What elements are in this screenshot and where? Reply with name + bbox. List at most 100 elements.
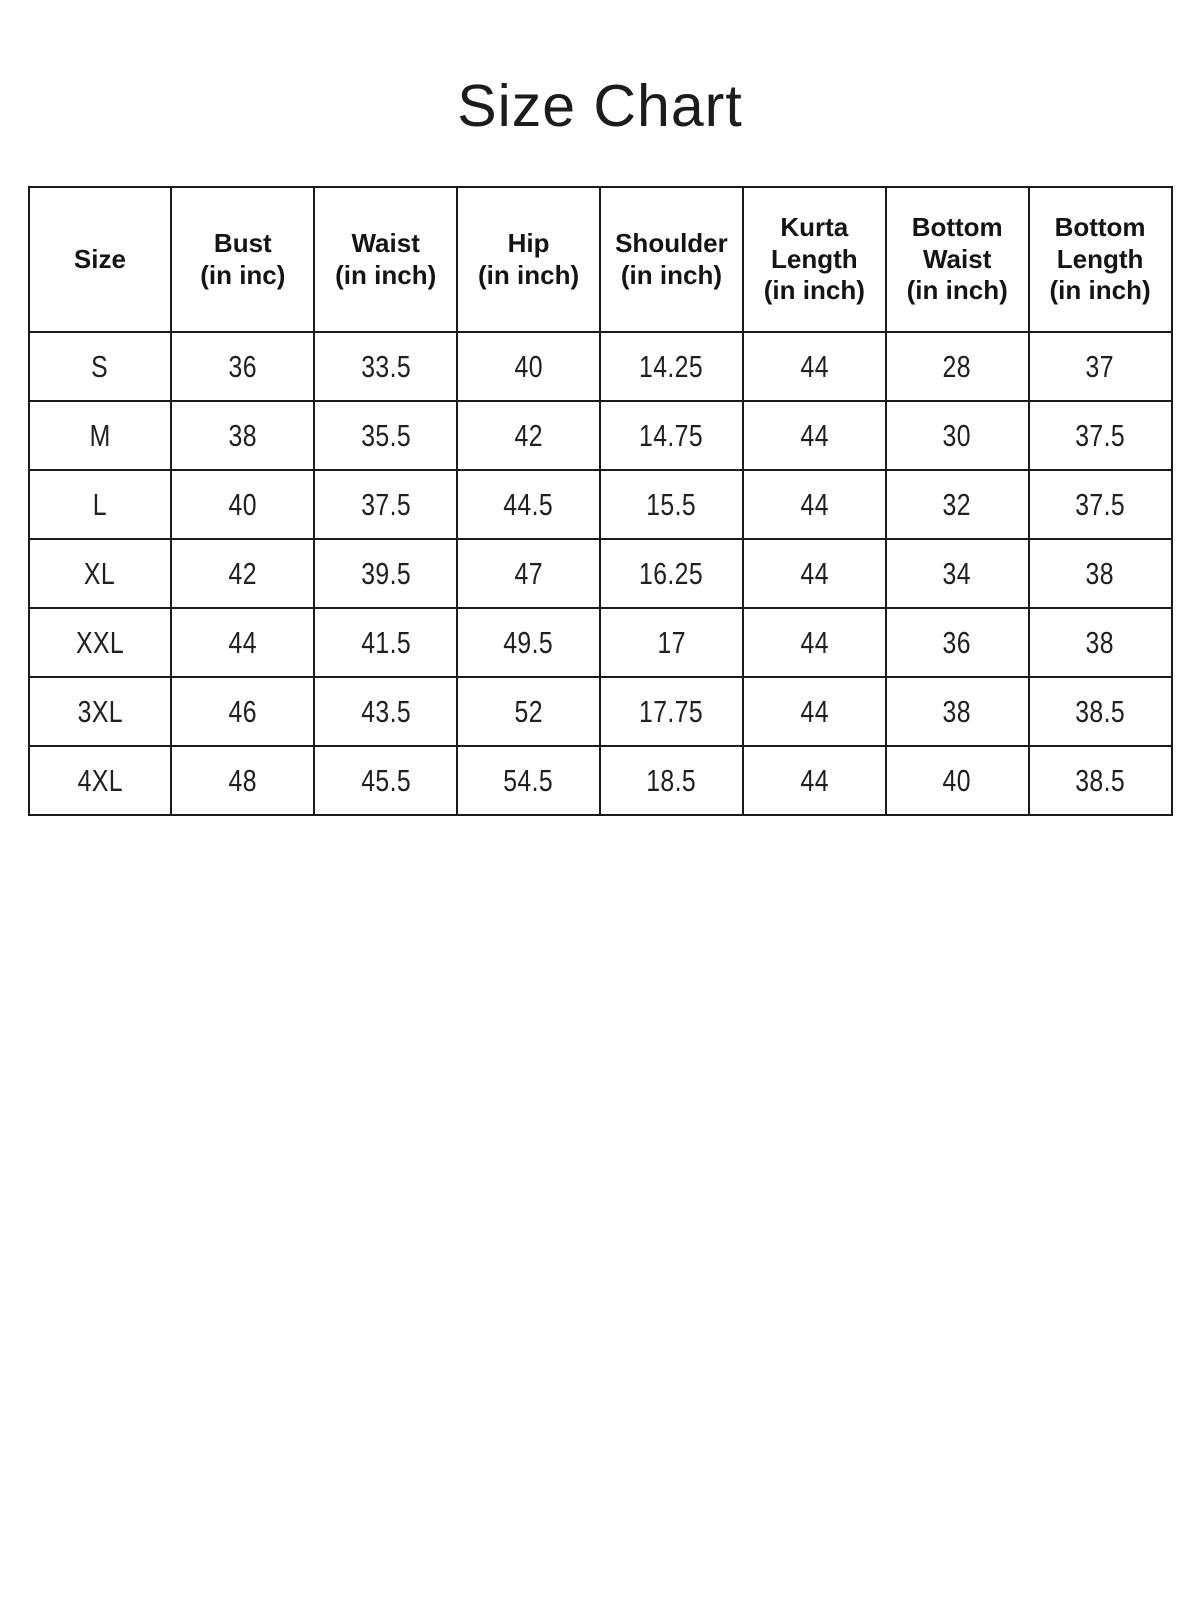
cell-text: 16.25	[639, 555, 704, 591]
value-cell-kurta-length: 44	[741, 331, 887, 402]
cell-text: 44	[800, 417, 829, 453]
cell-text: 48	[228, 762, 257, 798]
column-header-hip: Hip (in inch)	[456, 186, 601, 333]
cell-text: M	[89, 417, 111, 453]
cell-text: 42	[514, 417, 543, 453]
cell-text: 38.5	[1075, 693, 1125, 729]
cell-text: 37.5	[1075, 486, 1125, 522]
cell-text: 3XL	[77, 693, 123, 729]
value-cell-kurta-length: 44	[741, 400, 887, 471]
cell-text: 44.5	[503, 486, 554, 522]
value-cell-hip: 42	[456, 400, 601, 471]
table-row-m: M 38 35.5 42 14.75 44 30 37.5	[27, 400, 1173, 471]
value-cell-bust: 48	[170, 745, 316, 816]
cell-text: 32	[942, 486, 972, 522]
cell-text: 14.75	[639, 417, 704, 453]
value-cell-waist: 45.5	[313, 745, 459, 816]
cell-text: 41.5	[360, 624, 411, 660]
cell-text: 37.5	[1075, 417, 1125, 453]
size-cell: XXL	[27, 607, 173, 678]
value-cell-shoulder: 14.25	[599, 331, 744, 402]
cell-text: 28	[942, 348, 972, 384]
value-cell-waist: 43.5	[313, 676, 459, 747]
value-cell-waist: 41.5	[313, 607, 459, 678]
cell-text: 38	[228, 417, 257, 453]
value-cell-bottom-waist: 36	[884, 607, 1030, 678]
cell-text: 44	[800, 624, 829, 660]
value-cell-kurta-length: 44	[741, 745, 887, 816]
column-header-bottom-waist: Bottom Waist (in inch)	[884, 186, 1030, 333]
size-chart-table: Size Bust (in inc) Waist (in inch) Hip (in …	[27, 186, 1173, 816]
value-cell-shoulder: 16.25	[599, 538, 744, 609]
table-row-xxl: XXL 44 41.5 49.5 17 44 36 38	[27, 607, 1173, 678]
cell-text: 44	[800, 555, 829, 591]
cell-text: 40	[942, 762, 972, 798]
value-cell-waist: 39.5	[313, 538, 459, 609]
value-cell-bottom-length: 38	[1027, 607, 1173, 678]
value-cell-bottom-waist: 28	[884, 331, 1030, 402]
value-cell-bust: 36	[170, 331, 316, 402]
table-row-4xl: 4XL 48 45.5 54.5 18.5 44 40 38.5	[27, 745, 1173, 816]
cell-text: S	[91, 348, 109, 384]
value-cell-bottom-waist: 32	[884, 469, 1030, 540]
value-cell-shoulder: 14.75	[599, 400, 744, 471]
cell-text: L	[92, 486, 108, 522]
value-cell-hip: 54.5	[456, 745, 601, 816]
cell-text: 38	[942, 693, 972, 729]
cell-text: 39.5	[360, 555, 411, 591]
cell-text: 36	[228, 348, 257, 384]
cell-text: 4XL	[77, 762, 123, 798]
value-cell-bottom-length: 38	[1027, 538, 1173, 609]
cell-text: 47	[514, 555, 543, 591]
size-cell: L	[27, 469, 173, 540]
value-cell-bottom-waist: 34	[884, 538, 1030, 609]
cell-text: 46	[228, 693, 257, 729]
cell-text: 40	[228, 486, 257, 522]
value-cell-bust: 40	[170, 469, 316, 540]
cell-text: 14.25	[639, 348, 704, 384]
value-cell-kurta-length: 44	[741, 676, 887, 747]
value-cell-bottom-length: 38.5	[1027, 676, 1173, 747]
size-cell: XL	[27, 538, 173, 609]
cell-text: 43.5	[360, 693, 411, 729]
column-header-shoulder: Shoulder (in inch)	[599, 186, 744, 333]
header-row: Size Bust (in inc) Waist (in inch) Hip (in …	[27, 186, 1173, 333]
cell-text: 38	[1085, 555, 1115, 591]
cell-text: 38	[1085, 624, 1115, 660]
cell-text: 30	[942, 417, 972, 453]
page-title: Size Chart	[457, 73, 743, 139]
value-cell-waist: 33.5	[313, 331, 459, 402]
column-header-kurta-length: Kurta Length (in inch)	[741, 186, 887, 333]
value-cell-shoulder: 18.5	[599, 745, 744, 816]
value-cell-waist: 35.5	[313, 400, 459, 471]
column-header-size: Size	[27, 186, 173, 333]
value-cell-bottom-waist: 40	[884, 745, 1030, 816]
cell-text: 44	[800, 762, 829, 798]
table-body: S 36 33.5 40 14.25 44 28 37 M 38 35.5 42 14.75 44 30 37…	[27, 331, 1173, 816]
cell-text: 34	[942, 555, 972, 591]
value-cell-hip: 49.5	[456, 607, 601, 678]
column-header-waist: Waist (in inch)	[313, 186, 459, 333]
cell-text: 44	[800, 693, 829, 729]
value-cell-shoulder: 15.5	[599, 469, 744, 540]
size-cell: M	[27, 400, 173, 471]
cell-text: 35.5	[360, 417, 411, 453]
value-cell-kurta-length: 44	[741, 469, 887, 540]
cell-text: 37.5	[360, 486, 411, 522]
column-header-bust: Bust (in inc)	[170, 186, 316, 333]
value-cell-hip: 52	[456, 676, 601, 747]
value-cell-bottom-length: 37.5	[1027, 400, 1173, 471]
value-cell-shoulder: 17	[599, 607, 744, 678]
cell-text: 17.75	[639, 693, 704, 729]
value-cell-bust: 46	[170, 676, 316, 747]
cell-text: 45.5	[360, 762, 411, 798]
cell-text: 17	[657, 624, 686, 660]
cell-text: 37	[1085, 348, 1115, 384]
size-cell: 3XL	[27, 676, 173, 747]
cell-text: 36	[942, 624, 972, 660]
value-cell-bust: 38	[170, 400, 316, 471]
value-cell-waist: 37.5	[313, 469, 459, 540]
cell-text: 49.5	[503, 624, 554, 660]
cell-text: XL	[84, 555, 116, 591]
value-cell-bust: 42	[170, 538, 316, 609]
